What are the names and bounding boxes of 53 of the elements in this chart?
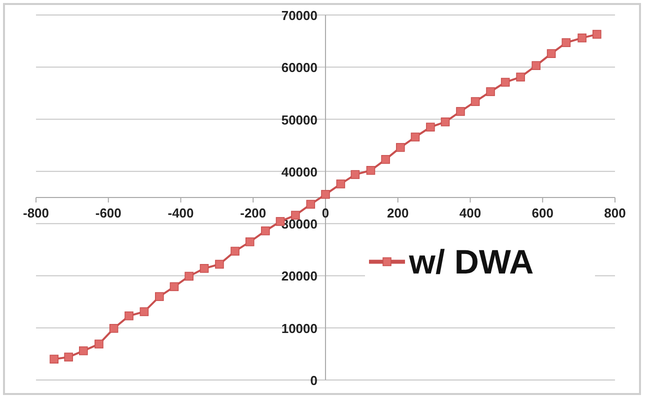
point [516, 72, 525, 82]
point [245, 237, 254, 246]
x-tick-label: 600 [532, 206, 554, 220]
point [486, 87, 495, 96]
point [124, 311, 134, 320]
legend-label: w/ DWA [408, 244, 534, 282]
point [79, 346, 88, 356]
point [532, 61, 541, 70]
point [64, 352, 73, 362]
y-tick-label: 60000 [281, 60, 318, 76]
point [470, 97, 480, 106]
x-tick-label: -800 [22, 206, 50, 220]
point [456, 107, 465, 116]
x-tick-label: -400 [168, 206, 194, 220]
point [426, 122, 435, 132]
x-tick-label: 400 [459, 206, 482, 220]
point [440, 117, 450, 126]
x-tick-label: -200 [240, 206, 266, 220]
x-tick-label: -600 [95, 206, 122, 220]
point [500, 78, 510, 87]
point [396, 143, 405, 152]
point [366, 166, 376, 175]
point [592, 30, 602, 39]
point [562, 38, 571, 48]
point [184, 272, 194, 281]
y-tick-label: 40000 [281, 164, 318, 180]
point [109, 324, 118, 333]
point [200, 264, 209, 273]
point [155, 292, 164, 301]
point [546, 49, 556, 58]
point [336, 180, 346, 188]
point [381, 155, 390, 164]
point [410, 132, 420, 142]
y-tick-label: 30000 [281, 216, 318, 232]
y-tick-label: 10000 [281, 320, 318, 336]
point [350, 170, 360, 179]
x-tick-label: 800 [604, 206, 626, 220]
y-tick-label: 70000 [281, 8, 318, 23]
point [230, 246, 240, 256]
point [94, 340, 104, 348]
y-tick-label: 50000 [281, 112, 318, 128]
point [578, 34, 586, 42]
point [261, 226, 270, 236]
y-tick-label: 0 [310, 373, 318, 388]
x-tick-label: 200 [387, 206, 409, 220]
point [140, 307, 149, 316]
point [215, 260, 224, 269]
point [170, 282, 179, 292]
point [306, 200, 316, 209]
point [321, 190, 330, 199]
y-tick-label: 20000 [281, 268, 318, 284]
x-tick-label: 0 [322, 206, 330, 220]
point [50, 354, 58, 364]
